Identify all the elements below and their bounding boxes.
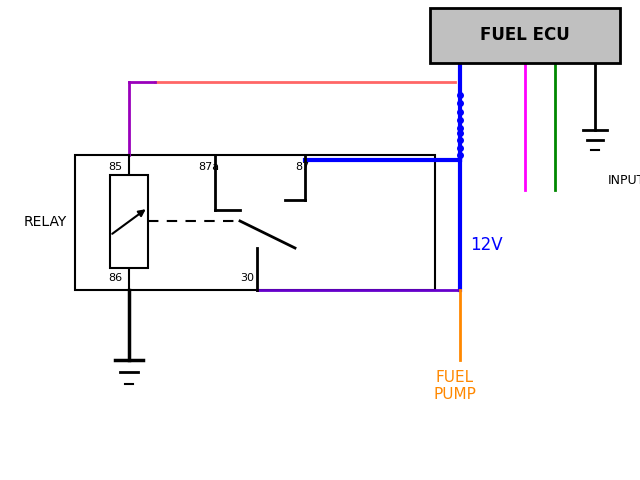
FancyBboxPatch shape xyxy=(110,175,148,268)
FancyBboxPatch shape xyxy=(430,8,620,63)
Text: 87a: 87a xyxy=(198,162,219,172)
Text: 30: 30 xyxy=(240,273,254,283)
Text: 85: 85 xyxy=(108,162,122,172)
Text: 87: 87 xyxy=(295,162,309,172)
Text: FUEL
PUMP: FUEL PUMP xyxy=(433,370,476,402)
FancyBboxPatch shape xyxy=(75,155,435,290)
Text: 12V: 12V xyxy=(470,236,502,254)
Text: 86: 86 xyxy=(108,273,122,283)
Text: INPUTS: INPUTS xyxy=(608,173,640,187)
Text: RELAY: RELAY xyxy=(24,216,67,229)
Text: FUEL ECU: FUEL ECU xyxy=(480,26,570,45)
